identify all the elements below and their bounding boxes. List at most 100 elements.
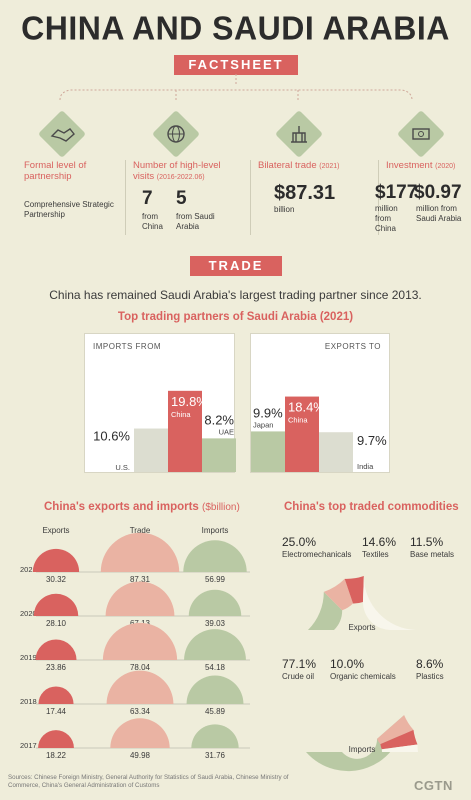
factsheet-ribbon: FACTSHEET bbox=[174, 55, 298, 75]
column-header: Imports bbox=[202, 526, 229, 535]
category-label: Electromechanicals bbox=[282, 550, 351, 559]
column-header: Exports bbox=[42, 526, 69, 535]
semicircle-trade bbox=[106, 670, 174, 704]
value-label: 63.34 bbox=[130, 707, 151, 716]
exports-to-chart: EXPORTS TO 9.9% Japan 18.4% China 9.7% India bbox=[250, 333, 390, 473]
formal-level-value: Comprehensive Strategic Partnership bbox=[24, 200, 114, 219]
formal-level-label: Formal level of partnership bbox=[24, 160, 87, 182]
semicircle-trade bbox=[105, 581, 175, 616]
imports-bars: 10.6% U.S. 19.8%China 8.2%UAE bbox=[93, 390, 236, 472]
year-label: 2019 bbox=[20, 653, 37, 662]
value-label: 78.04 bbox=[130, 663, 151, 672]
column-header: Trade bbox=[130, 526, 151, 535]
pct-label: 18.4% bbox=[288, 400, 325, 415]
factsheet-connector bbox=[59, 74, 413, 101]
bar-india bbox=[319, 432, 353, 472]
partners-title: Top trading partners of Saudi Arabia (20… bbox=[117, 311, 354, 323]
investment-china-value: $177 bbox=[375, 182, 418, 203]
semicircle-imports bbox=[184, 629, 246, 660]
semicircle-exports bbox=[35, 639, 77, 660]
category-label: Base metals bbox=[410, 550, 454, 559]
visits-label: Number of high-level visits (2016-2022.0… bbox=[133, 160, 221, 182]
imports-from-label: IMPORTS FROM bbox=[93, 342, 162, 351]
semicircle-trade bbox=[110, 718, 170, 748]
arc-organicchemicals bbox=[377, 715, 414, 745]
visits-saudi-number: 5 bbox=[176, 188, 187, 209]
semicircle-imports bbox=[186, 675, 244, 704]
semicircle-imports bbox=[188, 589, 242, 616]
pct-label: 10.6% bbox=[93, 429, 130, 444]
pct-label: 9.9% bbox=[253, 405, 283, 420]
bilateral-trade-label: Bilateral trade (2021) bbox=[258, 160, 340, 171]
year-label: 2021 bbox=[20, 565, 37, 574]
category-label: UAE bbox=[219, 427, 234, 436]
value-label: 30.32 bbox=[46, 575, 67, 584]
investment-china-desc: million from China bbox=[375, 204, 398, 233]
bar-us bbox=[134, 428, 168, 472]
bar-china bbox=[285, 396, 319, 472]
visits-saudi-from: from Saudi Arabia bbox=[176, 212, 215, 231]
category-label: Organic chemicals bbox=[330, 672, 396, 681]
value-label: 49.98 bbox=[130, 751, 151, 760]
divider bbox=[378, 160, 379, 235]
arc-other bbox=[381, 744, 418, 752]
arc-crudeoil bbox=[306, 715, 405, 772]
semicircle-exports bbox=[32, 548, 80, 572]
year-label: 2017 bbox=[20, 741, 37, 750]
value-label: 54.18 bbox=[205, 663, 226, 672]
cn-unit: ($billion) bbox=[202, 502, 240, 513]
donut-label: Imports bbox=[349, 745, 376, 754]
investment-saudi-desc: million from Saudi Arabia bbox=[416, 204, 462, 223]
commod-title: China's top traded commodities bbox=[284, 501, 459, 513]
visits-china-number: 7 bbox=[142, 188, 153, 209]
category-label: China bbox=[171, 410, 191, 419]
value-label: 31.76 bbox=[205, 751, 226, 760]
pct-label: 77.1% bbox=[282, 657, 316, 671]
year-label: 2020 bbox=[20, 609, 37, 618]
value-label: 18.22 bbox=[46, 751, 67, 760]
semicircle-exports bbox=[38, 730, 74, 748]
arc-plastics bbox=[380, 729, 418, 750]
trade-intro: China has remained Saudi Arabia's larges… bbox=[49, 288, 422, 302]
investment-saudi-value: $0.97 bbox=[414, 182, 462, 203]
semicircle-trade bbox=[102, 622, 178, 660]
bar-japan bbox=[251, 431, 285, 472]
pct-label: 10.0% bbox=[330, 657, 364, 671]
pct-label: 14.6% bbox=[362, 535, 396, 549]
arc-electromechanicals bbox=[308, 591, 343, 630]
semicircle-trade bbox=[100, 532, 180, 572]
value-label: 28.10 bbox=[46, 619, 67, 628]
imports-from-chart: IMPORTS FROM 10.6% U.S. 19.8% China 8.2% UAE bbox=[84, 333, 236, 473]
semicircle-imports bbox=[183, 540, 247, 572]
category-label: Japan bbox=[253, 420, 273, 429]
arc-other bbox=[362, 576, 416, 630]
value-label: 39.03 bbox=[205, 619, 226, 628]
pct-label: 8.6% bbox=[416, 657, 444, 671]
category-label: India bbox=[357, 462, 374, 471]
value-label: 45.89 bbox=[205, 707, 226, 716]
category-label: Crude oil bbox=[282, 672, 314, 681]
exports-bars: 9.9%Japan 18.4%China 9.7% India bbox=[251, 396, 387, 472]
page-title: CHINA AND SAUDI ARABIA bbox=[21, 9, 450, 47]
cn-exports-imports-chart: Exports Trade Imports 2021 30.32 87.31 56.99 20… bbox=[20, 526, 250, 760]
trade-ribbon: TRADE bbox=[190, 256, 282, 276]
cn-title: China's exports and imports bbox=[44, 501, 199, 513]
bilateral-trade-unit: billion bbox=[274, 205, 295, 214]
pct-label: 25.0% bbox=[282, 535, 316, 549]
semicircle-exports bbox=[33, 593, 79, 616]
value-label: 56.99 bbox=[205, 575, 226, 584]
category-label: China bbox=[288, 416, 308, 425]
investment-label: Investment (2020) bbox=[386, 160, 456, 171]
bar-uae bbox=[202, 438, 236, 472]
category-label: Plastics bbox=[416, 672, 444, 681]
category-label: Textiles bbox=[362, 550, 389, 559]
cgtn-logo: CGTN bbox=[414, 778, 453, 793]
divider bbox=[250, 160, 251, 235]
bar-china bbox=[168, 390, 202, 472]
pct-label: 11.5% bbox=[410, 535, 443, 549]
pct-label: 8.2% bbox=[204, 412, 234, 427]
visits-china-from: from China bbox=[142, 212, 163, 231]
year-label: 2018 bbox=[20, 697, 37, 706]
value-label: 23.86 bbox=[46, 663, 67, 672]
value-label: 17.44 bbox=[46, 707, 67, 716]
